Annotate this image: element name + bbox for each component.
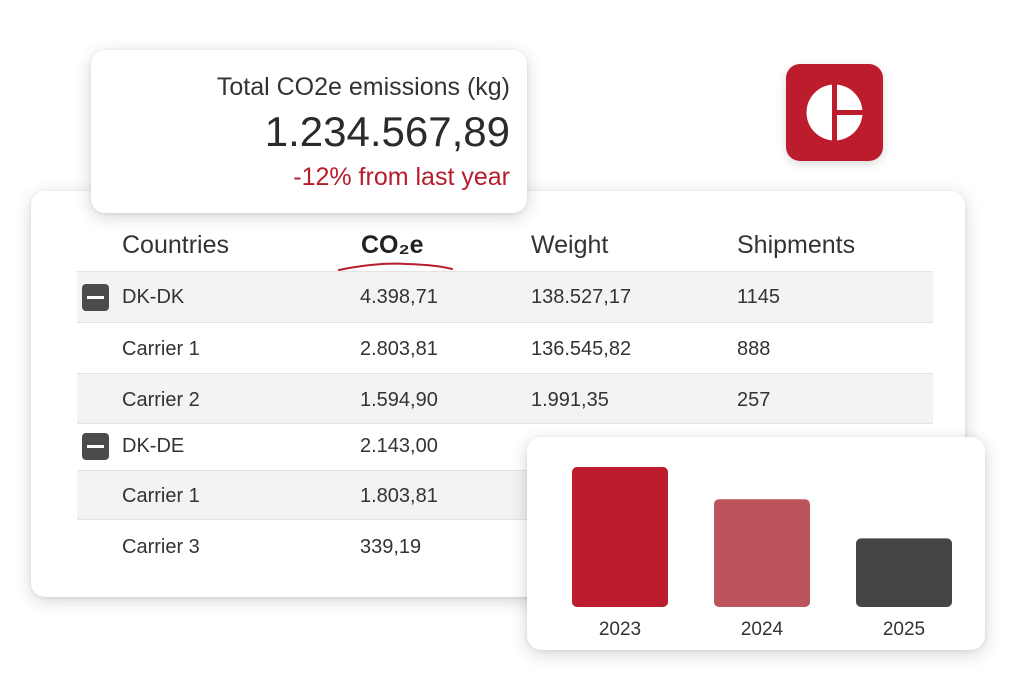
emissions-table-card: Countries CO₂e Weight Shipments DK-DK 4.… bbox=[31, 191, 965, 597]
x-tick-label: 2023 bbox=[599, 619, 641, 640]
row-weight: 136.545,82 bbox=[531, 338, 632, 360]
year-change-text: -12% from last year bbox=[293, 163, 510, 191]
row-label: Carrier 2 bbox=[122, 389, 200, 411]
table-row-group[interactable]: DK-DK 4.398,71 138.527,17 1145 bbox=[77, 271, 933, 322]
header-shipments[interactable]: Shipments bbox=[737, 231, 856, 259]
brand-logo bbox=[786, 64, 883, 161]
row-label: Carrier 3 bbox=[122, 536, 200, 558]
total-emissions-value: 1.234.567,89 bbox=[264, 108, 510, 155]
row-shipments: 257 bbox=[737, 389, 771, 411]
bar-2024[interactable] bbox=[714, 499, 810, 607]
header-co2e[interactable]: CO₂e bbox=[361, 231, 424, 259]
total-emissions-title: Total CO2e emissions (kg) bbox=[216, 73, 510, 101]
bar-2025[interactable] bbox=[856, 538, 952, 607]
row-co2e: 2.143,00 bbox=[360, 435, 438, 457]
collapse-minus-icon[interactable] bbox=[82, 433, 109, 460]
yearly-emissions-chart-card: 2023 2024 2025 bbox=[527, 437, 985, 650]
x-tick-label: 2024 bbox=[741, 619, 784, 640]
header-weight[interactable]: Weight bbox=[531, 231, 609, 259]
row-label: DK-DE bbox=[122, 435, 185, 457]
table-row[interactable]: Carrier 1 2.803,81 136.545,82 888 bbox=[77, 322, 933, 373]
table-row[interactable]: Carrier 3 339,19 bbox=[77, 519, 933, 571]
row-co2e: 339,19 bbox=[360, 536, 422, 558]
row-co2e: 1.803,81 bbox=[360, 485, 438, 507]
row-co2e: 4.398,71 bbox=[360, 286, 438, 308]
row-weight: 1.991,35 bbox=[531, 389, 609, 411]
table-header: Countries CO₂e Weight Shipments bbox=[31, 191, 965, 271]
row-label: Carrier 1 bbox=[122, 485, 200, 507]
pie-chart-logo-icon bbox=[806, 83, 865, 142]
total-emissions-card: Total CO2e emissions (kg) 1.234.567,89 -… bbox=[91, 50, 527, 213]
sort-underline-icon bbox=[338, 262, 453, 271]
row-shipments: 888 bbox=[737, 338, 771, 360]
row-weight: 138.527,17 bbox=[531, 286, 632, 308]
x-tick-label: 2025 bbox=[883, 619, 925, 640]
table-row[interactable]: Carrier 2 1.594,90 1.991,35 257 bbox=[77, 373, 933, 423]
collapse-minus-icon[interactable] bbox=[82, 284, 109, 311]
bar-chart: 2023 2024 2025 bbox=[572, 467, 952, 640]
header-countries[interactable]: Countries bbox=[122, 231, 229, 259]
row-shipments: 1145 bbox=[737, 286, 781, 308]
table-row-group[interactable]: DK-DE 2.143,00 bbox=[77, 423, 933, 470]
row-co2e: 2.803,81 bbox=[360, 338, 438, 360]
bar-2023[interactable] bbox=[572, 467, 668, 607]
row-label: DK-DK bbox=[122, 286, 185, 308]
row-label: Carrier 1 bbox=[122, 338, 200, 360]
row-co2e: 1.594,90 bbox=[360, 389, 438, 411]
